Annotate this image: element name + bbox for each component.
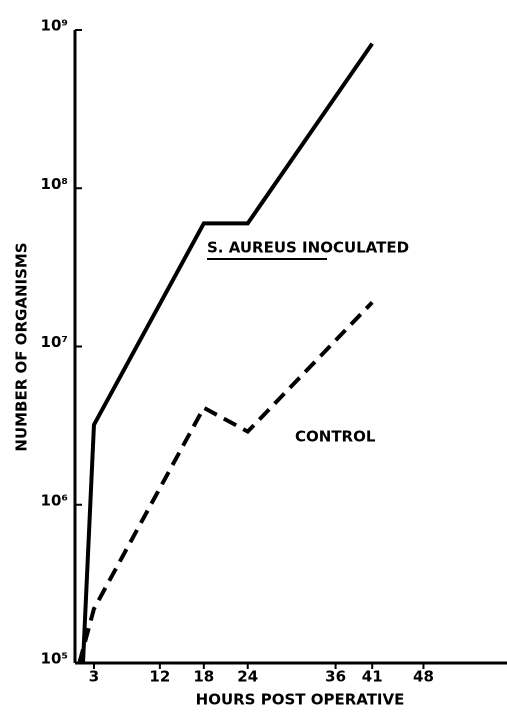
series-line xyxy=(77,300,374,664)
x-tick-label: 48 xyxy=(413,668,434,686)
x-tick-label: 3 xyxy=(89,668,99,686)
y-tick-label: 10⁶ xyxy=(41,491,68,509)
x-tick-label: 36 xyxy=(325,668,346,686)
y-tick-label: 10⁹ xyxy=(41,17,68,35)
x-tick-label: 41 xyxy=(362,668,383,686)
x-axis-label: HOURS POST OPERATIVE xyxy=(196,691,405,709)
y-tick-label: 10⁸ xyxy=(41,175,68,193)
y-tick-label: 10⁵ xyxy=(41,650,68,668)
x-tick-label: 12 xyxy=(149,668,170,686)
x-tick-label: 18 xyxy=(193,668,214,686)
series-annotation: CONTROL xyxy=(295,428,376,446)
series-line xyxy=(80,42,374,664)
series-annotation: S. AUREUS INOCULATED xyxy=(207,239,409,257)
y-tick-label: 10⁷ xyxy=(41,333,68,351)
x-tick-label: 24 xyxy=(237,668,258,686)
y-axis-label: NUMBER OF ORGANISMS xyxy=(13,242,31,451)
